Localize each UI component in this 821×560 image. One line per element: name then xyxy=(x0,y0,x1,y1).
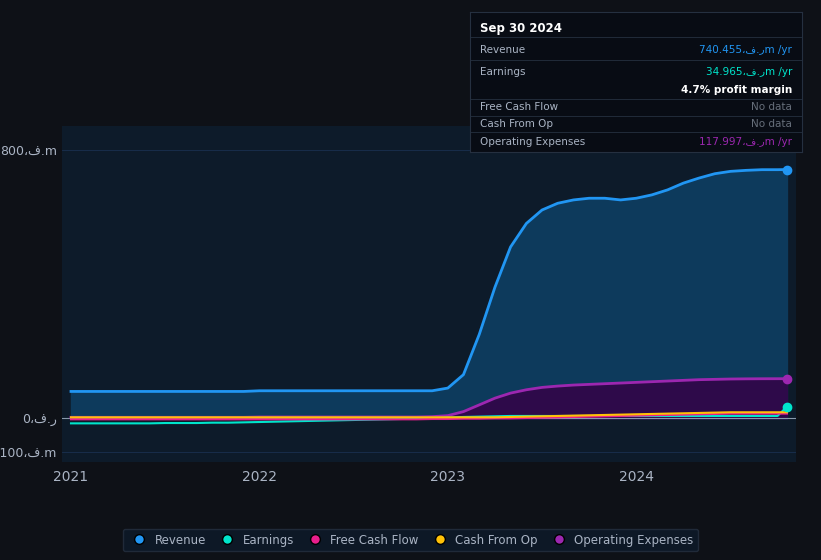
Text: 34.965،ف.رm /yr: 34.965،ف.رm /yr xyxy=(706,67,792,77)
Text: No data: No data xyxy=(751,119,792,129)
Text: Free Cash Flow: Free Cash Flow xyxy=(480,102,558,112)
Text: 4.7% profit margin: 4.7% profit margin xyxy=(681,85,792,95)
Text: 740.455،ف.رm /yr: 740.455،ف.رm /yr xyxy=(699,45,792,55)
Text: Sep 30 2024: Sep 30 2024 xyxy=(480,22,562,35)
Text: Revenue: Revenue xyxy=(480,45,525,55)
Legend: Revenue, Earnings, Free Cash Flow, Cash From Op, Operating Expenses: Revenue, Earnings, Free Cash Flow, Cash … xyxy=(122,529,699,551)
Text: Operating Expenses: Operating Expenses xyxy=(480,137,585,147)
Text: 117.997،ف.رm /yr: 117.997،ف.رm /yr xyxy=(699,137,792,147)
Text: Earnings: Earnings xyxy=(480,67,525,77)
Text: No data: No data xyxy=(751,102,792,112)
Text: Cash From Op: Cash From Op xyxy=(480,119,553,129)
